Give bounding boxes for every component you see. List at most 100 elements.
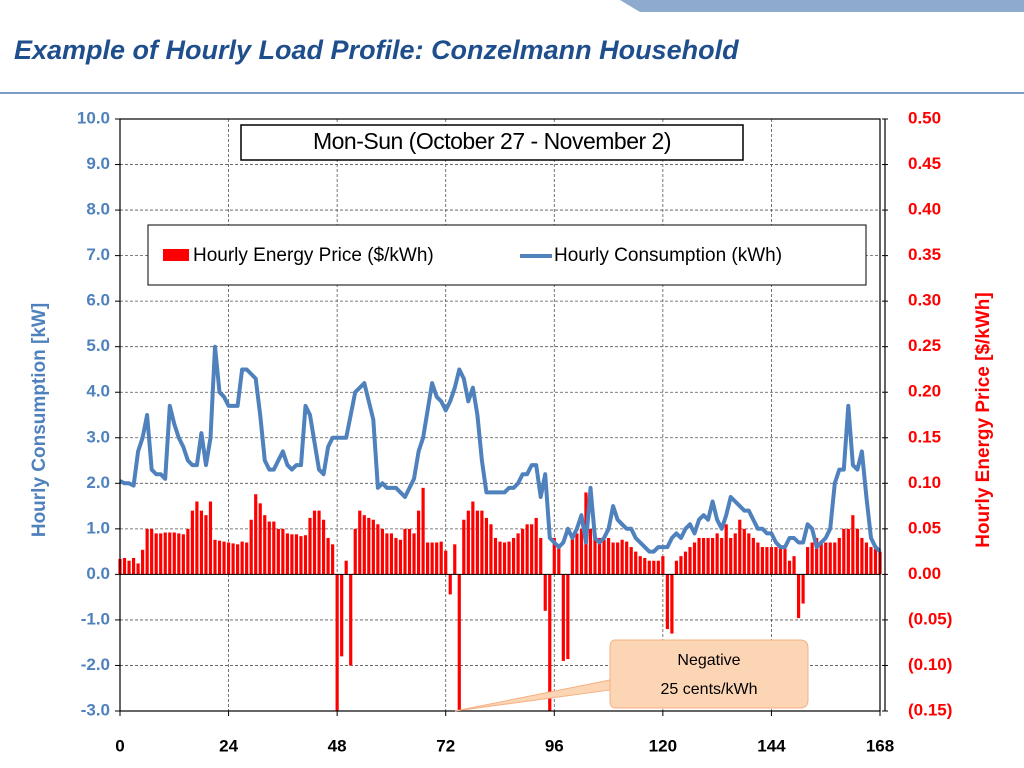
bar [204, 515, 208, 575]
bar [597, 537, 602, 575]
bar [272, 521, 276, 575]
y-tick-label: 1.0 [86, 518, 110, 537]
bar [530, 524, 534, 575]
bar [276, 528, 280, 575]
bar [412, 533, 416, 575]
bar [195, 501, 199, 575]
bar [561, 574, 565, 661]
bar [489, 524, 493, 575]
y-tick-label: 6.0 [86, 291, 110, 310]
bar [643, 557, 647, 575]
bar [321, 519, 326, 575]
bar [824, 542, 828, 575]
y-tick-label: 7.0 [86, 245, 110, 264]
x-tick-label: 168 [866, 736, 894, 755]
bar [385, 533, 389, 575]
bar [254, 494, 258, 575]
bar [122, 557, 127, 575]
bar [190, 510, 194, 575]
bar [358, 510, 362, 575]
bar [787, 560, 792, 575]
bar [593, 533, 597, 575]
bar [367, 517, 371, 575]
bar [502, 542, 507, 575]
bar [616, 542, 620, 575]
bar [701, 537, 706, 575]
bar [403, 528, 407, 575]
plot: 10.0 9.0 8.0 7.0 6.0 5.0 4.0 3.0 2.0 1.0 0.0 -1.0 -2… [29, 108, 994, 755]
bar [380, 528, 384, 575]
bar [294, 534, 299, 575]
bar [511, 537, 516, 575]
bar [312, 510, 317, 575]
bar [765, 547, 769, 575]
y-axis-label: Hourly Consumption [kW] [29, 303, 50, 537]
x-tick-label: 48 [328, 736, 347, 755]
bar [751, 537, 755, 575]
bar [141, 549, 145, 575]
bar [837, 537, 841, 575]
bar [245, 542, 249, 575]
bar [435, 542, 439, 575]
legend-label: Hourly Consumption (kWh) [554, 245, 782, 266]
bar [199, 510, 204, 575]
bar [394, 537, 398, 575]
bar [407, 528, 412, 575]
bar [670, 574, 674, 634]
bar [638, 556, 642, 575]
bar [466, 510, 470, 575]
bar [738, 519, 742, 575]
bar [299, 536, 303, 575]
callout [454, 639, 809, 712]
bar [873, 548, 878, 575]
bar [493, 537, 498, 575]
line [119, 344, 882, 554]
y2-tick-label: 0.25 [908, 336, 941, 355]
bar [579, 528, 584, 575]
bar [715, 533, 719, 575]
bar [453, 544, 457, 575]
bar [774, 547, 778, 575]
bar [620, 539, 624, 575]
bar [733, 533, 737, 575]
bar [742, 528, 746, 575]
bar [665, 574, 669, 630]
y-tick-label: 9.0 [86, 154, 110, 173]
bar [521, 528, 525, 575]
bar [674, 560, 679, 575]
plot-border [119, 118, 881, 712]
bar [724, 524, 728, 575]
bar [720, 537, 724, 575]
y2-tick-label: 0.00 [908, 564, 941, 583]
annotation: Negative [677, 652, 740, 669]
bar [801, 574, 805, 604]
bar [566, 574, 570, 660]
x-tick-label: 144 [757, 736, 786, 755]
y2-tick-label: 0.35 [908, 245, 941, 264]
bar [480, 510, 484, 575]
x-tick-label: 24 [219, 736, 238, 755]
bar [498, 541, 502, 575]
bar [290, 534, 294, 575]
bar [846, 528, 850, 575]
y-tick-label: 8.0 [86, 200, 110, 219]
y2-tick-label: 0.45 [908, 154, 941, 173]
bar [819, 542, 823, 575]
bar [150, 528, 154, 575]
bar [548, 574, 552, 711]
y-tick-label: 10.0 [77, 108, 110, 127]
bar [625, 541, 629, 575]
bar [729, 537, 733, 575]
bar [683, 551, 688, 575]
bar [326, 537, 330, 575]
bar [145, 528, 149, 575]
bar [303, 535, 308, 575]
legend [147, 224, 867, 286]
bar [783, 548, 787, 575]
x-tick-label: 72 [436, 736, 455, 755]
bar [213, 539, 217, 575]
x-tick-label: 120 [649, 736, 677, 755]
bar [416, 510, 421, 575]
bar [507, 541, 511, 575]
bar [186, 528, 190, 575]
